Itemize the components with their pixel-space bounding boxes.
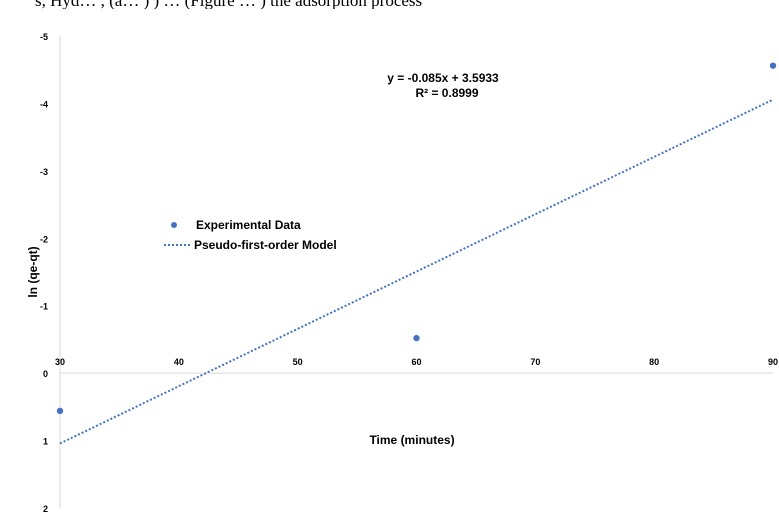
x-tick-label: 80 [649, 357, 659, 367]
axes [59, 36, 773, 508]
trendline [59, 98, 774, 445]
legend-label-model: Pseudo-first-order Model [194, 238, 337, 252]
data-point [56, 407, 64, 415]
x-tick-label: 70 [530, 357, 540, 367]
legend-marker-experimental [171, 222, 177, 228]
y-axis-label: ln (qe-qt) [26, 246, 40, 297]
y-tick-label: 1 [43, 437, 48, 447]
y-tick-label: -5 [40, 32, 48, 42]
trendline-equation: y = -0.085x + 3.5933 [387, 71, 499, 85]
x-tick-label: 90 [768, 357, 778, 367]
trendline-path [59, 98, 774, 445]
x-tick-label: 40 [174, 357, 184, 367]
x-tick-label: 50 [293, 357, 303, 367]
x-tick-label: 60 [411, 357, 421, 367]
y-tick-label: 0 [43, 369, 48, 379]
data-points [56, 62, 777, 415]
legend: Experimental Data Pseudo-first-order Mod… [164, 218, 337, 252]
legend-label-experimental: Experimental Data [196, 218, 301, 232]
x-axis-label: Time (minutes) [369, 433, 454, 447]
y-tick-label: -4 [40, 99, 48, 109]
trendline-r-squared: R² = 0.8999 [415, 86, 478, 100]
data-point [769, 62, 777, 69]
y-tick-label: 2 [43, 504, 48, 512]
data-point [413, 334, 420, 342]
y-tick-label: -2 [40, 234, 48, 244]
x-tick-label: 30 [55, 357, 65, 367]
y-tick-labels: -5 -4 -3 -2 -1 0 1 2 [40, 32, 48, 512]
x-tick-labels: 30 40 50 60 70 80 90 [55, 357, 778, 367]
y-tick-label: -3 [40, 167, 48, 177]
top-caption: s, Hyd… , (a… ) ) … (Figure … ) the adso… [0, 0, 779, 9]
y-tick-label: -1 [40, 302, 48, 312]
